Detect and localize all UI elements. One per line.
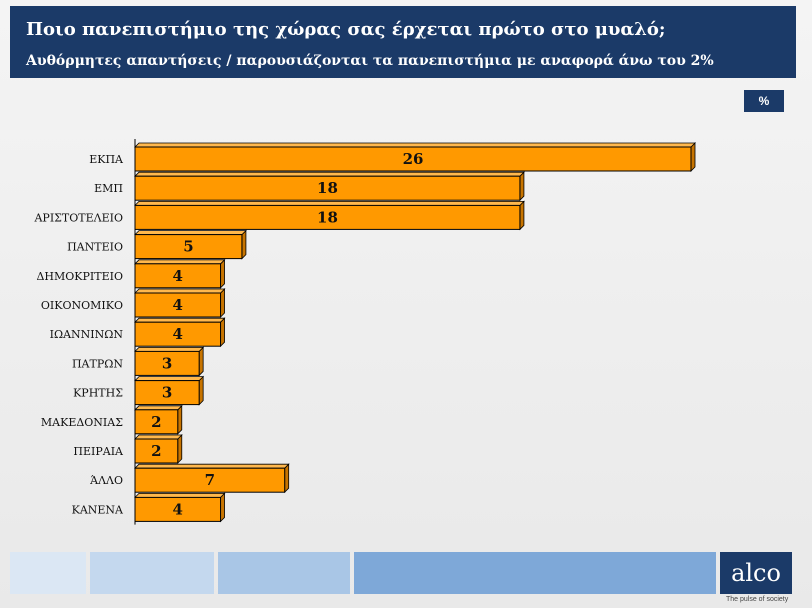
data-label-6: 4 — [173, 325, 183, 343]
bar-top-1 — [134, 171, 525, 177]
bar-side-8 — [198, 375, 204, 406]
bar-2 — [134, 204, 521, 230]
category-label-11: ΆΛΛΟ — [89, 474, 123, 487]
bar-0 — [134, 146, 692, 172]
bar-10 — [134, 438, 179, 464]
data-label-3: 5 — [183, 238, 193, 256]
data-label-1: 18 — [317, 179, 338, 197]
category-label-3: ΠΑΝΤΕΙΟ — [67, 241, 123, 254]
footer-block-3 — [218, 552, 350, 594]
bar-top-7 — [134, 346, 205, 352]
data-label-9: 2 — [151, 413, 161, 431]
unit-badge: % — [744, 90, 784, 112]
bar-9 — [134, 409, 179, 435]
chart-subtitle: Αυθόρμητες απαντήσεις / παρουσιάζονται τ… — [26, 53, 714, 69]
data-label-5: 4 — [173, 296, 183, 314]
bar-top-3 — [134, 230, 247, 236]
data-label-11: 7 — [205, 471, 215, 489]
data-label-4: 4 — [173, 267, 183, 285]
category-label-4: ΔΗΜΟΚΡΙΤΕΙΟ — [36, 270, 123, 283]
bar-side-6 — [220, 317, 225, 348]
bar-top-0 — [134, 142, 696, 148]
bar-1 — [134, 175, 521, 201]
bar-side-12 — [220, 492, 225, 523]
chart-title: Ποιο πανεπιστήμιο της χώρας σας έρχεται … — [26, 19, 666, 40]
bar-side-1 — [519, 171, 525, 202]
bar-top-9 — [134, 405, 183, 411]
bar-side-5 — [220, 288, 225, 318]
bar-top-4 — [134, 259, 226, 265]
category-label-6: ΙΩΑΝΝΙΝΩΝ — [50, 328, 124, 341]
bar-side-11 — [284, 463, 290, 494]
footer-block-1 — [10, 552, 86, 594]
category-label-9: ΜΑΚΕΔΟΝΙΑΣ — [41, 416, 123, 429]
bar-11 — [134, 467, 286, 493]
category-label-5: ΟΙΚΟΝΟΜΙΚΟ — [41, 299, 123, 312]
bar-side-0 — [690, 142, 696, 172]
bar-top-12 — [134, 492, 226, 498]
bar-top-8 — [134, 376, 205, 382]
bar-side-3 — [241, 229, 247, 260]
category-label-10: ΠΕΙΡΑΙΑ — [73, 445, 124, 458]
bar-side-7 — [198, 346, 204, 377]
bar-12 — [134, 496, 222, 522]
bar-top-11 — [134, 463, 290, 469]
bar-8 — [134, 380, 200, 406]
category-label-12: ΚΑΝΕΝΑ — [72, 503, 124, 516]
header-banner: Ποιο πανεπιστήμιο της χώρας σας έρχεται … — [10, 6, 796, 78]
category-label-1: ΕΜΠ — [94, 182, 123, 195]
bar-side-9 — [177, 404, 183, 435]
bar-side-10 — [177, 434, 183, 464]
bar-top-2 — [134, 200, 525, 206]
bar-top-6 — [134, 317, 226, 323]
category-label-0: ΕΚΠΑ — [89, 153, 124, 166]
bar-side-4 — [220, 258, 225, 289]
data-label-2: 18 — [317, 208, 338, 226]
footer-block-4 — [354, 552, 716, 594]
category-label-8: ΚΡΗΤΗΣ — [73, 387, 123, 400]
alco-logo: alco — [720, 552, 792, 594]
data-label-0: 26 — [403, 150, 424, 168]
bar-5 — [134, 292, 222, 318]
bar-4 — [134, 263, 222, 289]
bar-top-5 — [134, 288, 226, 294]
logo-tagline: The pulse of society — [726, 596, 789, 603]
data-label-7: 3 — [162, 354, 172, 372]
bar-7 — [134, 350, 200, 376]
category-label-2: ΑΡΙΣΤΟΤΕΛΕΙΟ — [33, 211, 123, 224]
category-label-7: ΠΑΤΡΩΝ — [72, 357, 123, 370]
data-label-12: 4 — [173, 500, 183, 518]
bar-side-2 — [519, 200, 525, 231]
data-label-10: 2 — [151, 442, 161, 460]
bar-6 — [134, 321, 222, 347]
footer-block-2 — [90, 552, 214, 594]
data-label-8: 3 — [162, 384, 172, 402]
bar-top-10 — [134, 434, 183, 440]
bar-3 — [134, 234, 243, 260]
